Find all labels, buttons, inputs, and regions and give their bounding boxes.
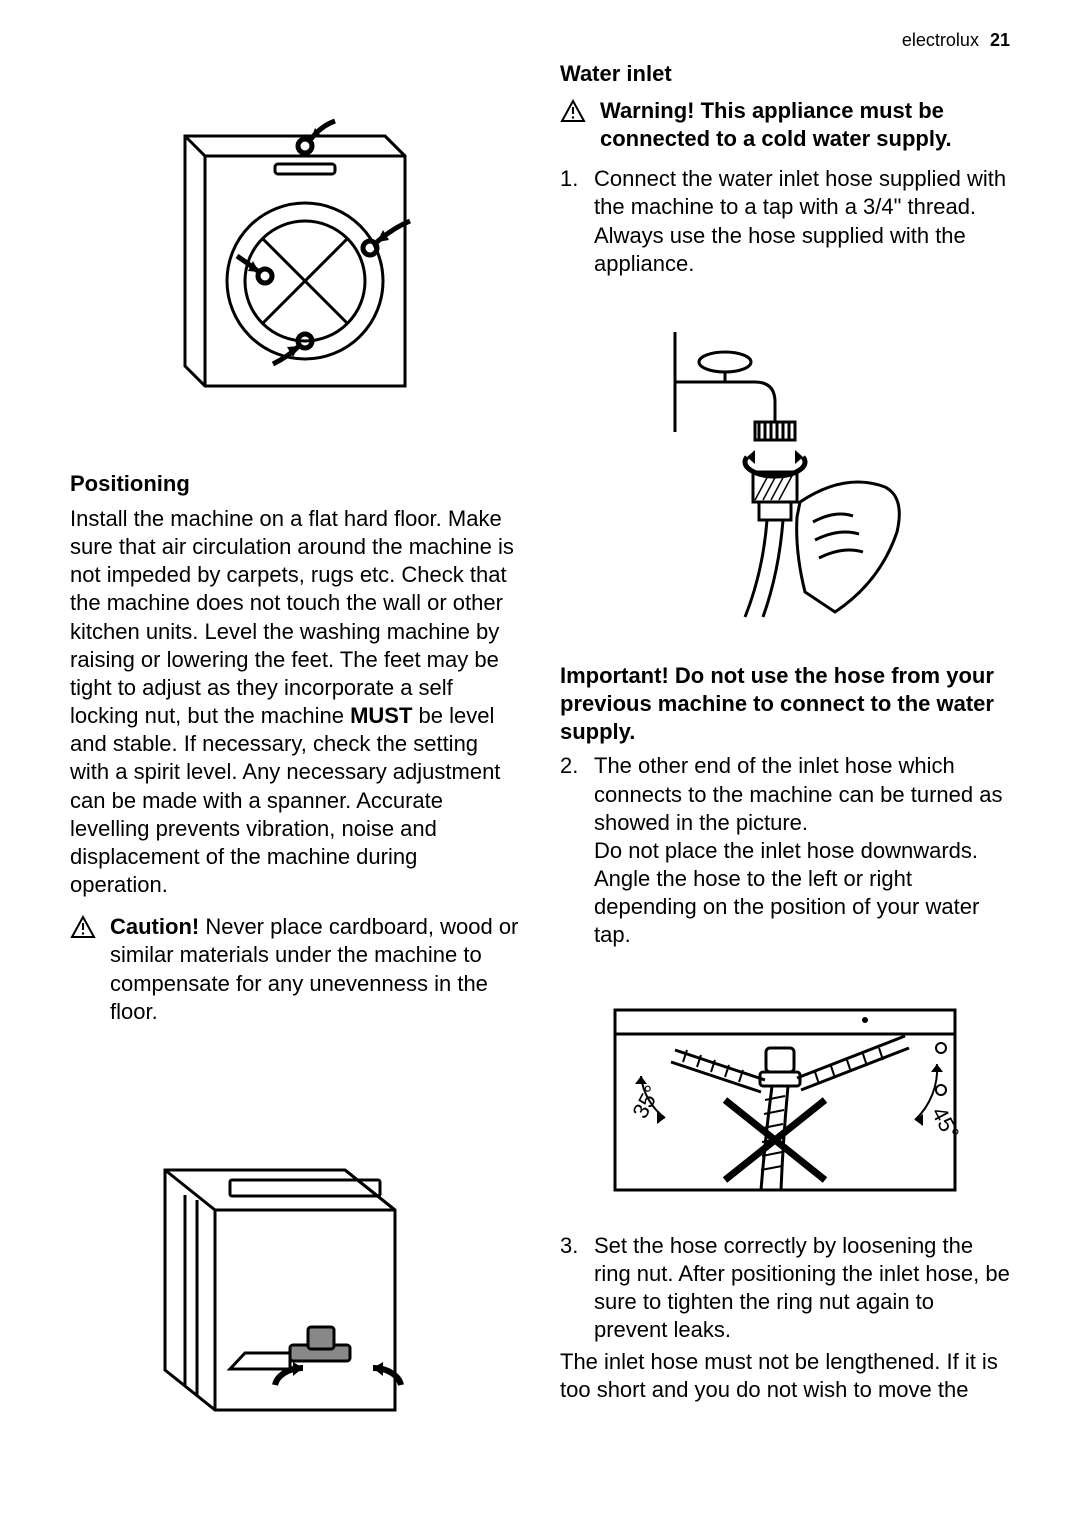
page-header: electrolux 21 [70,30,1010,51]
step-3-number: 3. [560,1232,594,1345]
washer-back-illustration [145,106,445,406]
step-1-number: 1. [560,165,594,278]
angle-right-label: 45° [927,1102,965,1143]
page: electrolux 21 [0,0,1080,1510]
figure-transit-bolts [70,61,520,451]
brand-label: electrolux [902,30,979,50]
angle-illustration: 35° 45° [575,990,995,1210]
positioning-heading: Positioning [70,471,520,497]
step-1-text: Connect the water inlet hose supplied wi… [594,165,1010,278]
step-3-text: Set the hose correctly by loosening the … [594,1232,1010,1345]
caution-lead: Caution! [110,914,199,939]
columns: Positioning Install the machine on a fla… [70,61,1010,1470]
caution-callout: Caution! Never place cardboard, wood or … [70,913,520,1026]
warning-triangle-icon [560,99,586,153]
step-2-text: The other end of the inlet hose which co… [594,752,1010,949]
trailing-paragraph: The inlet hose must not be lengthened. I… [560,1348,1010,1404]
figure-levelling-feet [70,1070,520,1470]
step-2-number: 2. [560,752,594,949]
warning-callout: Warning! This appliance must be connecte… [560,97,1010,153]
levelling-illustration [135,1110,455,1430]
step-3: 3. Set the hose correctly by loosening t… [560,1232,1010,1345]
step-1: 1. Connect the water inlet hose supplied… [560,165,1010,278]
positioning-body: Install the machine on a flat hard floor… [70,505,520,899]
step-2: 2. The other end of the inlet hose which… [560,752,1010,949]
water-inlet-heading: Water inlet [560,61,1010,87]
caution-text: Caution! Never place cardboard, wood or … [110,913,520,1026]
important-note: Important! Do not use the hose from your… [560,662,1010,746]
page-number: 21 [990,30,1010,50]
figure-hose-angle: 35° 45° [560,980,1010,1220]
positioning-body-post: be level and stable. If necessary, check… [70,703,500,897]
warning-triangle-icon [70,915,96,1026]
tap-illustration [635,322,935,622]
must-word: MUST [350,703,412,728]
warning-text: Warning! This appliance must be connecte… [600,97,1010,153]
right-column: Water inlet Warning! This appliance must… [560,61,1010,1470]
positioning-body-pre: Install the machine on a flat hard floor… [70,506,514,728]
warning-lead: Warning! [600,98,695,123]
figure-tap-connection [560,292,1010,652]
left-column: Positioning Install the machine on a fla… [70,61,520,1470]
